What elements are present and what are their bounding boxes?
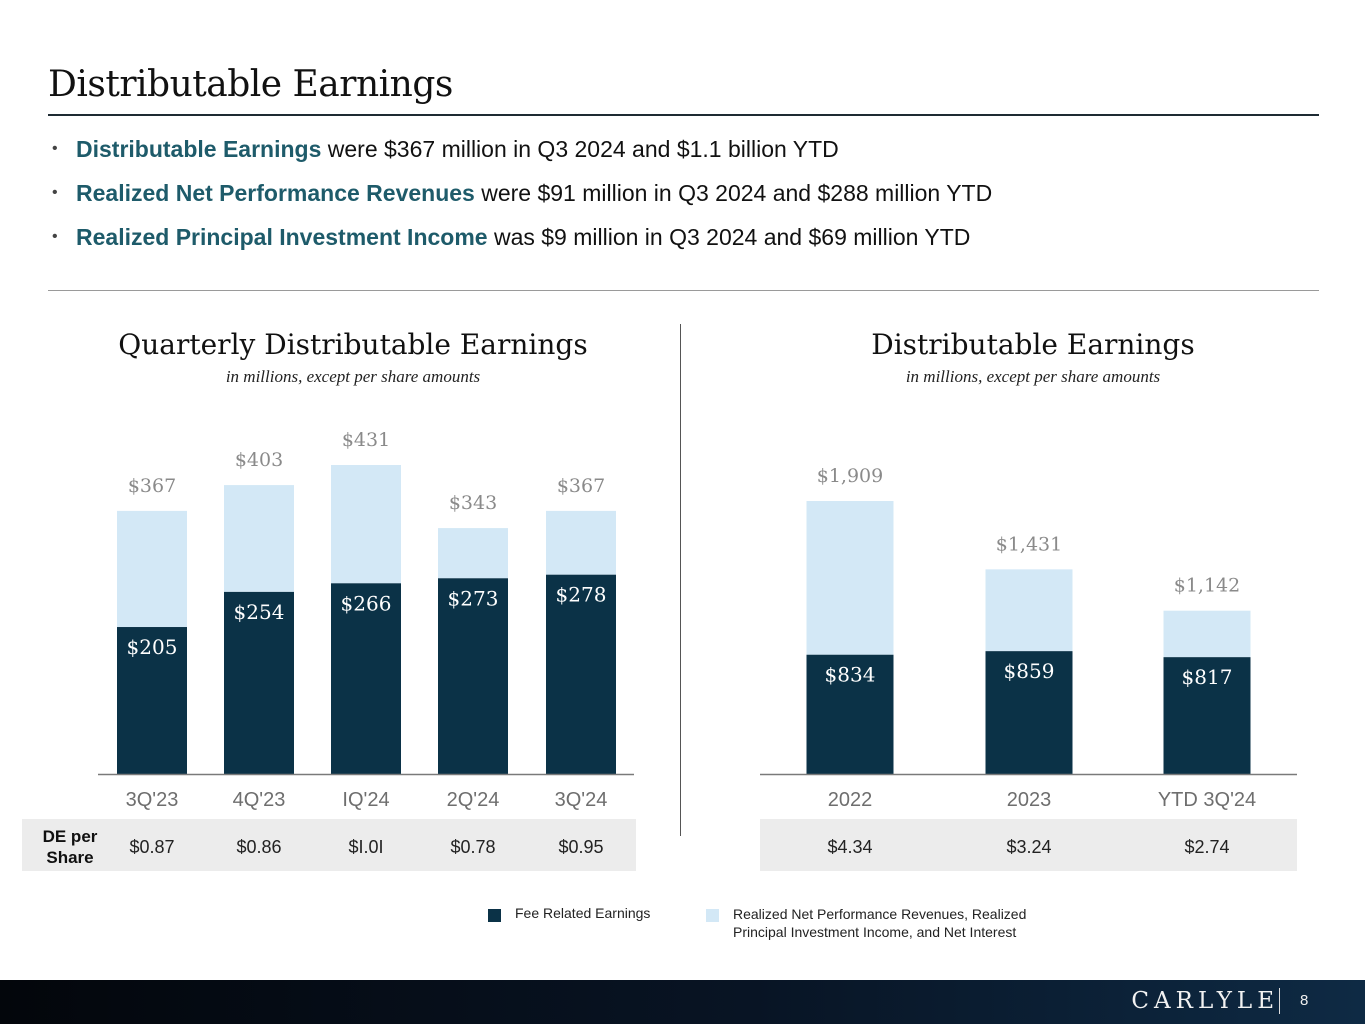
- bullet-list: • Distributable Earnings were $367 millio…: [52, 133, 992, 265]
- a-category-tick-1: 2023: [1007, 789, 1052, 811]
- q-de-per-share-4: $0.95: [558, 837, 603, 857]
- q-bar-fre-0: [117, 627, 187, 774]
- a-bar-other-2: [1163, 610, 1251, 658]
- q-de-per-share-1: $0.86: [236, 837, 281, 857]
- a-total-label-1: $1,431: [996, 533, 1062, 555]
- bullet-text: were $367 million in Q3 2024 and $1.1 bi…: [321, 136, 839, 162]
- q-fre-label-3: $273: [448, 586, 499, 610]
- q-total-label-2: $431: [342, 429, 390, 451]
- q-bar-fre-2: [331, 583, 401, 774]
- q-total-label-1: $403: [235, 449, 283, 471]
- a-bar-other-1: [985, 569, 1073, 652]
- q-bar-fre-1: [224, 591, 294, 774]
- bullet-text: were $91 million in Q3 2024 and $288 mil…: [474, 180, 993, 206]
- q-fre-label-0: $205: [127, 635, 178, 659]
- a-bar-fre-1: [985, 651, 1073, 774]
- a-de-per-share-1: $3.24: [1006, 837, 1051, 857]
- q-bar-fre-3: [438, 578, 508, 774]
- bullet-text: was $9 million in Q3 2024 and $69 millio…: [487, 224, 971, 250]
- q-bar-other-1: [224, 485, 294, 592]
- a-total-label-0: $1,909: [817, 465, 883, 487]
- annual-share-band: [760, 819, 1297, 871]
- quarterly-share-band: [22, 819, 636, 871]
- q-fre-label-1: $254: [234, 600, 285, 624]
- legend-fre-swatch: [488, 909, 501, 922]
- bullet-highlight: Realized Principal Investment Income: [76, 224, 488, 250]
- chart-divider: [680, 324, 681, 836]
- q-total-label-3: $343: [449, 492, 497, 514]
- q-category-tick-4: 3Q'24: [555, 789, 608, 811]
- quarterly-chart-subtitle: in millions, except per share amounts: [225, 367, 481, 386]
- a-de-per-share-0: $4.34: [827, 837, 872, 857]
- de-per-share-label: DE per Share: [42, 827, 98, 867]
- q-bar-other-4: [546, 510, 616, 575]
- legend-fre-label: Fee Related Earnings: [515, 905, 651, 921]
- annual-chart-title: Distributable Earnings: [871, 328, 1195, 361]
- a-fre-label-1: $859: [1004, 659, 1055, 683]
- page-number: 8: [1300, 992, 1309, 1009]
- a-category-tick-2: YTD 3Q'24: [1158, 789, 1256, 811]
- q-fre-label-2: $266: [341, 591, 392, 615]
- q-category-tick-0: 3Q'23: [126, 789, 179, 811]
- a-fre-label-2: $817: [1182, 665, 1233, 689]
- bullet-dot-icon: •: [52, 140, 58, 157]
- quarterly-chart-title: Quarterly Distributable Earnings: [118, 328, 588, 361]
- page-title: Distributable Earnings: [48, 64, 453, 105]
- carlyle-logo: CARLYLE: [1131, 988, 1279, 1014]
- bullet-item: • Realized Principal Investment Income wa…: [52, 221, 992, 265]
- q-total-label-0: $367: [128, 475, 176, 497]
- q-bar-other-2: [331, 465, 401, 584]
- q-category-tick-3: 2Q'24: [447, 789, 500, 811]
- legend-other-swatch: [706, 909, 719, 922]
- a-de-per-share-2: $2.74: [1184, 837, 1229, 857]
- a-bar-fre-2: [1163, 657, 1251, 774]
- a-category-tick-0: 2022: [828, 789, 873, 811]
- bullet-dot-icon: •: [52, 228, 58, 245]
- q-category-tick-2: IQ'24: [342, 789, 389, 811]
- annual-chart-subtitle: in millions, except per share amounts: [905, 367, 1161, 386]
- title-rule: [48, 114, 1319, 116]
- q-de-per-share-0: $0.87: [129, 837, 174, 857]
- q-bar-other-3: [438, 528, 508, 579]
- a-bar-fre-0: [806, 654, 894, 774]
- bullet-highlight: Distributable Earnings: [76, 136, 322, 162]
- bullet-item: • Distributable Earnings were $367 millio…: [52, 133, 992, 177]
- section-rule: [48, 290, 1319, 291]
- bullet-highlight: Realized Net Performance Revenues: [76, 180, 475, 206]
- q-fre-label-4: $278: [556, 583, 607, 607]
- bullet-dot-icon: •: [52, 184, 58, 201]
- q-bar-other-0: [117, 510, 187, 628]
- q-bar-fre-4: [546, 574, 616, 774]
- a-bar-other-0: [806, 501, 894, 655]
- logo-separator: [1279, 988, 1280, 1014]
- q-total-label-4: $367: [557, 475, 605, 497]
- a-total-label-2: $1,142: [1174, 575, 1240, 597]
- legend-other-label: Realized Net Performance Revenues, Reali…: [733, 906, 1027, 940]
- q-de-per-share-3: $0.78: [450, 837, 495, 857]
- q-category-tick-1: 4Q'23: [233, 789, 286, 811]
- bullet-item: • Realized Net Performance Revenues were …: [52, 177, 992, 221]
- footer-band: [0, 980, 1365, 1024]
- a-fre-label-0: $834: [825, 663, 876, 687]
- q-de-per-share-2: $I.0I: [348, 837, 383, 857]
